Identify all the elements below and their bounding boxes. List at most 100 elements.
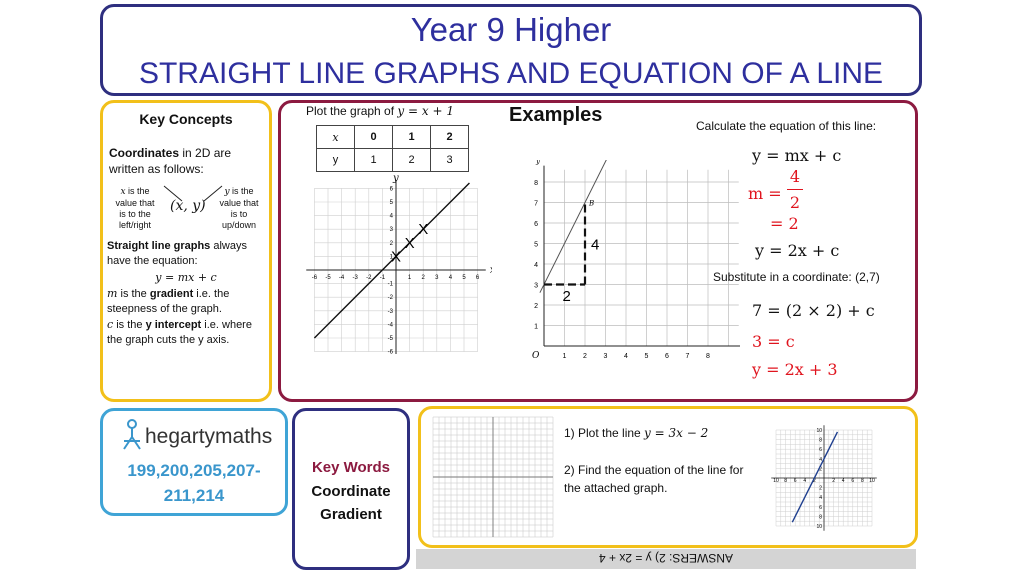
table-cell: 0 <box>354 125 393 149</box>
intercept-result: 3 = c <box>752 332 795 351</box>
y-tick-label: 5 <box>534 242 538 249</box>
y-tick-label: -5 <box>388 336 394 342</box>
intercept-text: c is the y intercept i.e. where the grap… <box>107 318 252 346</box>
key-words-heading: Key Words <box>311 459 391 476</box>
table-row-y: y 1 2 3 <box>316 148 469 172</box>
y-tick-label: 3 <box>390 227 394 233</box>
gradient-result: = 2 <box>770 214 799 233</box>
y-tick-label: 5 <box>390 200 394 206</box>
table-cell: 1 <box>392 125 431 149</box>
y-tick-label: 2 <box>534 303 538 310</box>
y-tick-label: 7 <box>534 201 538 208</box>
calc-prompt: Calculate the equation of this line: <box>696 119 877 133</box>
origin-label: O <box>532 351 540 361</box>
concept-arrows <box>163 185 223 202</box>
y-tick-label: 2 <box>819 486 822 492</box>
table-cell: 2 <box>392 148 431 172</box>
coordinate-pair: (x, y) <box>170 198 206 214</box>
graph-gradient-example: Oxy1234567887654321B42 <box>532 160 740 361</box>
hegartymaths-panel: hegartymaths 199,200,205,207- 211,214 <box>100 408 288 516</box>
x-tick-label: 5 <box>645 353 649 360</box>
x-tick-label: 6 <box>665 353 669 360</box>
x-tick-label: 2 <box>422 275 426 281</box>
run-label: 2 <box>562 288 570 305</box>
answers-text: ANSWERS: 2) y = 2x + 4 <box>598 551 734 565</box>
coordinates-text: Coordinates in 2D are written as follows… <box>109 146 232 176</box>
y-tick-label: -3 <box>388 309 394 315</box>
x-description: x is the value that is to the left/right <box>115 186 155 230</box>
x-tick-label: 6 <box>851 478 854 484</box>
y-tick-label: -2 <box>388 295 394 301</box>
y-tick-label: 6 <box>819 505 822 511</box>
page-title-topic: STRAIGHT LINE GRAPHS AND EQUATION OF A L… <box>138 57 884 90</box>
y-tick-label: 4 <box>819 495 822 501</box>
x-tick-label: 4 <box>624 353 628 360</box>
y-tick-label: 10 <box>816 428 822 434</box>
general-equation: y = mx + c <box>752 146 842 165</box>
table-header-y: y <box>316 148 355 172</box>
x-tick-label: -4 <box>339 275 345 281</box>
y-tick-label: 8 <box>819 514 822 520</box>
x-tick-label: -1 <box>380 275 386 281</box>
x-tick-label: 8 <box>706 353 710 360</box>
x-tick-label: 1 <box>563 353 567 360</box>
y-tick-label: 6 <box>390 186 394 192</box>
x-tick-label: 5 <box>462 275 466 281</box>
x-tick-label: 1 <box>408 275 412 281</box>
key-concepts-panel: Key Concepts Coordinates in 2D are writt… <box>100 100 272 402</box>
y-tick-label: 10 <box>816 524 822 530</box>
x-tick-label: 2 <box>583 353 587 360</box>
plotted-line <box>791 431 839 523</box>
final-equation: y = 2x + 3 <box>752 360 838 379</box>
plotted-line <box>539 160 607 293</box>
substitution: 7 = (2 × 2) + c <box>752 301 875 320</box>
y-tick-label: -6 <box>388 350 394 354</box>
question-1: 1) Plot the line y = 3x − 2 <box>564 426 709 440</box>
y-tick-label: 1 <box>390 254 394 260</box>
gradient-denominator: 2 <box>789 193 801 212</box>
examples-heading: Examples <box>509 104 603 126</box>
key-word-coordinate: Coordinate <box>311 483 391 500</box>
x-tick-label: 8 <box>784 478 787 484</box>
question-2: 2) Find the equation of the line for the… <box>564 463 744 495</box>
x-tick-label: -2 <box>366 275 372 281</box>
hegarty-codes-line2: 211,214 <box>163 486 225 505</box>
y-tick-label: 2 <box>819 466 822 472</box>
y-tick-label: -1 <box>388 282 394 288</box>
table-row-x: x 0 1 2 <box>316 125 469 149</box>
plotted-line <box>313 182 470 339</box>
table-cell: 2 <box>430 125 469 149</box>
rise-label: 4 <box>591 237 599 254</box>
straight-line-text: Straight line graphs always have the equ… <box>107 240 247 267</box>
hegarty-figure-icon <box>123 419 141 450</box>
gradient-label: m = <box>748 184 782 203</box>
y-description: y is the value that is to up/down <box>219 186 259 230</box>
table-cell: 1 <box>354 148 393 172</box>
plotted-point-marker: X <box>391 248 401 265</box>
plotted-point-marker: X <box>405 235 415 252</box>
x-tick-label: -5 <box>325 275 331 281</box>
graph-y-equals-x-plus-1: x y -6 -5 -4 -3 -2 -1 1 2 3 4 5 6 6 5 4 3 2 1 -1 -2 -3 -4 -5 -6 XX… <box>306 173 492 354</box>
x-tick-label: 7 <box>686 353 690 360</box>
blank-grid <box>432 416 554 538</box>
x-tick-label: 2 <box>813 478 816 484</box>
values-table: x 0 1 2 y 1 2 3 <box>316 125 469 172</box>
key-word-gradient: Gradient <box>320 506 382 523</box>
gradient-text: m is the gradient i.e. the steepness of … <box>107 287 230 315</box>
gradient-numerator: 4 <box>789 167 801 186</box>
x-tick-label: -6 <box>312 275 318 281</box>
y-axis-label: y <box>392 173 399 184</box>
title-banner: Year 9 Higher STRAIGHT LINE GRAPHS AND E… <box>100 4 922 96</box>
substitute-text: Substitute in a coordinate: (2,7) <box>713 270 880 284</box>
table-cell: 3 <box>430 148 469 172</box>
y-tick-label: 8 <box>534 180 538 187</box>
y-tick-label: 4 <box>390 214 394 220</box>
plotted-point-marker: X <box>418 221 428 238</box>
y-tick-label: 6 <box>534 221 538 228</box>
page-title-year: Year 9 Higher <box>410 11 612 48</box>
x-tick-label: 8 <box>861 478 864 484</box>
hegarty-logo: hegartymaths <box>145 425 273 448</box>
point-b-label: B <box>588 200 594 208</box>
x-tick-label: 6 <box>476 275 480 281</box>
